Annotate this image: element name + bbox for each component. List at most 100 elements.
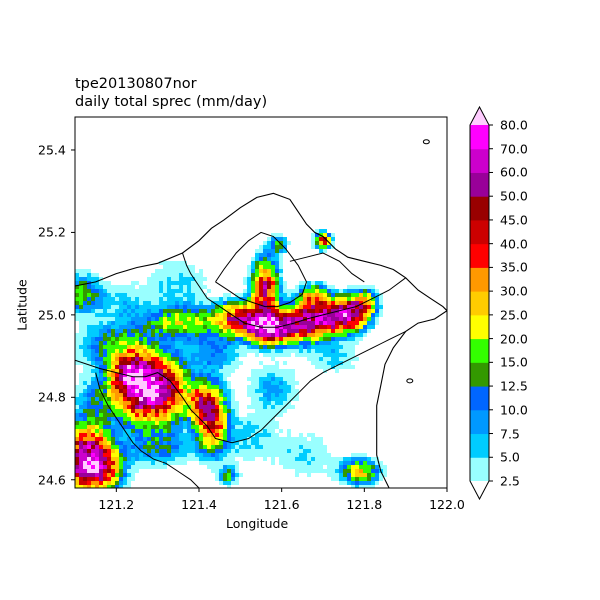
precip-cell xyxy=(123,441,127,445)
precip-cell xyxy=(91,313,95,317)
precip-cell xyxy=(107,345,111,349)
precip-cell xyxy=(183,285,187,289)
precip-cell xyxy=(167,453,171,457)
precip-cell xyxy=(131,333,135,337)
precip-cell xyxy=(103,341,107,345)
precip-cell xyxy=(119,349,123,353)
precip-cell xyxy=(319,301,323,305)
precip-cell xyxy=(351,333,355,337)
precip-cell xyxy=(235,465,239,469)
precip-cell xyxy=(75,453,79,457)
precip-cell xyxy=(159,349,163,353)
precip-cell xyxy=(139,445,143,449)
precip-cell xyxy=(263,349,267,353)
precip-cell xyxy=(283,461,287,465)
precip-cell xyxy=(83,465,87,469)
precip-cell xyxy=(283,337,287,341)
precip-cell xyxy=(159,333,163,337)
precip-cell xyxy=(363,333,367,337)
precip-cell xyxy=(307,305,311,309)
precip-cell xyxy=(79,333,83,337)
precip-cell xyxy=(147,361,151,365)
precip-cell xyxy=(111,385,115,389)
precip-cell xyxy=(111,469,115,473)
precip-cell xyxy=(311,281,315,285)
precip-cell xyxy=(179,293,183,297)
precip-cell xyxy=(303,469,307,473)
precip-cell xyxy=(271,449,275,453)
precip-cell xyxy=(247,449,251,453)
precip-cell xyxy=(167,365,171,369)
precip-cell xyxy=(171,401,175,405)
precip-cell xyxy=(239,433,243,437)
precip-cell xyxy=(283,373,287,377)
precip-cell xyxy=(123,325,127,329)
precip-cell xyxy=(327,461,331,465)
precip-cell xyxy=(187,397,191,401)
precip-cell xyxy=(135,297,139,301)
precip-cell xyxy=(207,301,211,305)
precip-cell xyxy=(191,357,195,361)
precip-cell xyxy=(203,381,207,385)
precip-cell xyxy=(131,381,135,385)
precip-cell xyxy=(327,285,331,289)
precip-cell xyxy=(219,421,223,425)
precip-cell xyxy=(79,397,83,401)
precip-cell xyxy=(231,397,235,401)
precip-cell xyxy=(131,293,135,297)
precip-cell xyxy=(347,357,351,361)
precip-cell xyxy=(295,461,299,465)
precip-cell xyxy=(231,421,235,425)
precip-cell xyxy=(163,465,167,469)
precip-cell xyxy=(215,313,219,317)
precip-cell xyxy=(171,357,175,361)
precip-cell xyxy=(255,397,259,401)
precip-cell xyxy=(179,401,183,405)
precip-cell xyxy=(155,337,159,341)
precip-cell xyxy=(119,369,123,373)
precip-cell xyxy=(255,417,259,421)
precip-cell xyxy=(251,381,255,385)
precip-cell xyxy=(123,381,127,385)
precip-cell xyxy=(99,317,103,321)
precip-cell xyxy=(143,393,147,397)
precip-cell xyxy=(251,261,255,265)
precip-cell xyxy=(239,353,243,357)
figure-subtitle: daily total sprec (mm/day) xyxy=(75,94,268,110)
precip-cell xyxy=(291,445,295,449)
precip-cell xyxy=(207,461,211,465)
precip-cell xyxy=(295,473,299,477)
precip-cell xyxy=(283,329,287,333)
precip-cell xyxy=(331,237,335,241)
colorbar-segment xyxy=(470,148,489,173)
precip-cell xyxy=(135,441,139,445)
precip-cell xyxy=(287,345,291,349)
precip-cell xyxy=(159,429,163,433)
precip-cell xyxy=(187,265,191,269)
precip-cell xyxy=(127,401,131,405)
precip-cell xyxy=(263,333,267,337)
precip-cell xyxy=(219,321,223,325)
precip-cell xyxy=(263,245,267,249)
precip-cell xyxy=(359,329,363,333)
precip-cell xyxy=(339,321,343,325)
precip-cell xyxy=(211,397,215,401)
precip-cell xyxy=(323,345,327,349)
precip-cell xyxy=(167,433,171,437)
precip-cell xyxy=(183,433,187,437)
precip-cell xyxy=(307,301,311,305)
precip-cell xyxy=(163,273,167,277)
precip-cell xyxy=(75,317,79,321)
precip-cell xyxy=(347,293,351,297)
precip-cell xyxy=(119,357,123,361)
precip-cell xyxy=(195,437,199,441)
precip-cell xyxy=(263,405,267,409)
precip-cell xyxy=(103,481,107,485)
precip-cell xyxy=(111,381,115,385)
precip-cell xyxy=(111,361,115,365)
precip-cell xyxy=(287,341,291,345)
precip-cell xyxy=(211,457,215,461)
precip-cell xyxy=(307,337,311,341)
precip-cell xyxy=(75,285,79,289)
precip-cell xyxy=(119,321,123,325)
